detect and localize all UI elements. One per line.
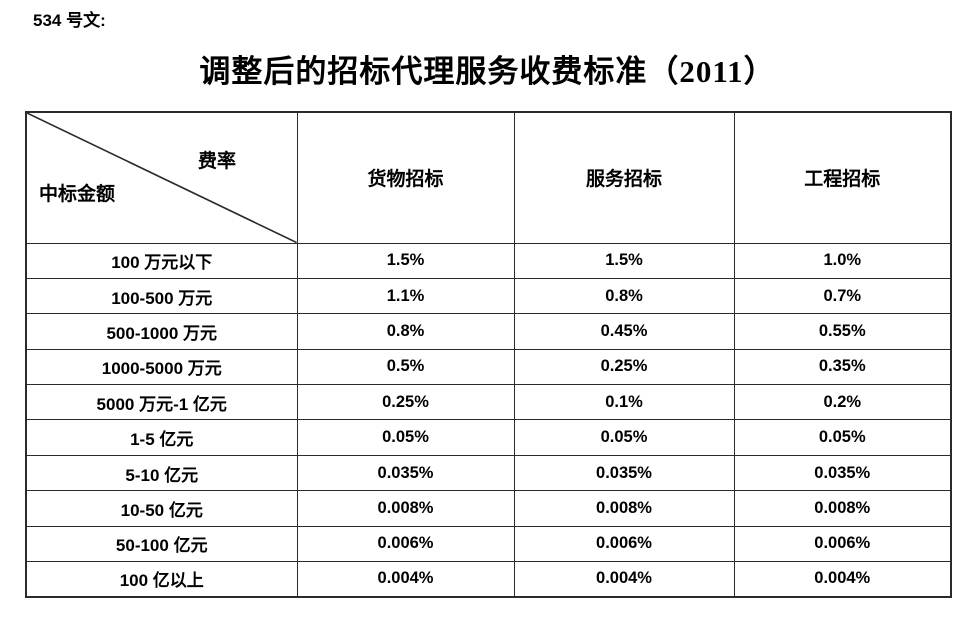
rate-cell-services: 0.1% [513,384,735,421]
doc-number-label: 534 号文: [33,11,106,30]
row-label-amount-range: 500-1000 万元 [25,313,298,350]
rate-cell-engineering: 0.7% [733,277,952,315]
rate-cell-goods: 1.5% [296,242,515,279]
row-label-amount-range: 1000-5000 万元 [25,348,298,386]
rate-cell-goods: 0.006% [296,525,515,563]
rate-cell-engineering: 0.05% [733,419,952,456]
rate-cell-goods: 0.5% [296,348,515,386]
fee-standard-table: 费率 中标金额 货物招标 服务招标 工程招标 100 万元以下 1.5% 1.5… [25,111,952,598]
row-label-amount-range: 100 亿以上 [25,561,298,598]
table-row: 100 万元以下 1.5% 1.5% 1.0% [25,242,952,279]
rate-cell-goods: 0.008% [296,490,515,527]
rate-cell-goods: 0.25% [296,384,515,421]
rate-cell-services: 0.008% [513,490,735,527]
rate-cell-goods: 0.035% [296,454,515,492]
page-title: 调整后的招标代理服务收费标准（2011） [199,54,776,89]
row-label-amount-range: 100 万元以下 [25,242,298,279]
row-label-amount-range: 10-50 亿元 [25,490,298,527]
table-row: 5000 万元-1 亿元 0.25% 0.1% 0.2% [25,384,952,421]
column-header-services: 服务招标 [513,111,735,244]
table-header-row: 费率 中标金额 货物招标 服务招标 工程招标 [25,111,952,244]
table-row: 500-1000 万元 0.8% 0.45% 0.55% [25,313,952,350]
corner-label-rate: 费率 [198,151,237,172]
rate-cell-engineering: 0.55% [733,313,952,350]
column-header-engineering: 工程招标 [733,111,952,244]
corner-label-amount: 中标金额 [39,184,116,205]
row-label-amount-range: 5-10 亿元 [25,454,298,492]
table-row: 50-100 亿元 0.006% 0.006% 0.006% [25,525,952,563]
rate-cell-services: 0.035% [513,454,735,492]
rate-cell-services: 0.05% [513,419,735,456]
table-row: 100 亿以上 0.004% 0.004% 0.004% [25,561,952,598]
row-label-amount-range: 50-100 亿元 [25,525,298,563]
row-label-amount-range: 100-500 万元 [25,277,298,315]
table-row: 1000-5000 万元 0.5% 0.25% 0.35% [25,348,952,386]
table-row: 5-10 亿元 0.035% 0.035% 0.035% [25,454,952,492]
rate-cell-goods: 0.05% [296,419,515,456]
rate-cell-engineering: 0.35% [733,348,952,386]
rate-cell-services: 0.25% [513,348,735,386]
rate-cell-engineering: 0.2% [733,384,952,421]
rate-cell-goods: 0.8% [296,313,515,350]
row-label-amount-range: 5000 万元-1 亿元 [25,384,298,421]
row-label-amount-range: 1-5 亿元 [25,419,298,456]
table-row: 1-5 亿元 0.05% 0.05% 0.05% [25,419,952,456]
rate-cell-engineering: 1.0% [733,242,952,279]
rate-cell-engineering: 0.006% [733,525,952,563]
table-row: 100-500 万元 1.1% 0.8% 0.7% [25,277,952,315]
diagonal-divider-line [27,113,297,243]
column-header-goods: 货物招标 [296,111,515,244]
corner-header-cell: 费率 中标金额 [25,111,298,244]
rate-cell-services: 0.45% [513,313,735,350]
table-row: 10-50 亿元 0.008% 0.008% 0.008% [25,490,952,527]
rate-cell-services: 0.8% [513,277,735,315]
rate-cell-engineering: 0.008% [733,490,952,527]
rate-cell-engineering: 0.004% [733,561,952,598]
rate-cell-services: 1.5% [513,242,735,279]
rate-cell-goods: 1.1% [296,277,515,315]
rate-cell-services: 0.006% [513,525,735,563]
rate-cell-engineering: 0.035% [733,454,952,492]
rate-cell-services: 0.004% [513,561,735,598]
rate-cell-goods: 0.004% [296,561,515,598]
